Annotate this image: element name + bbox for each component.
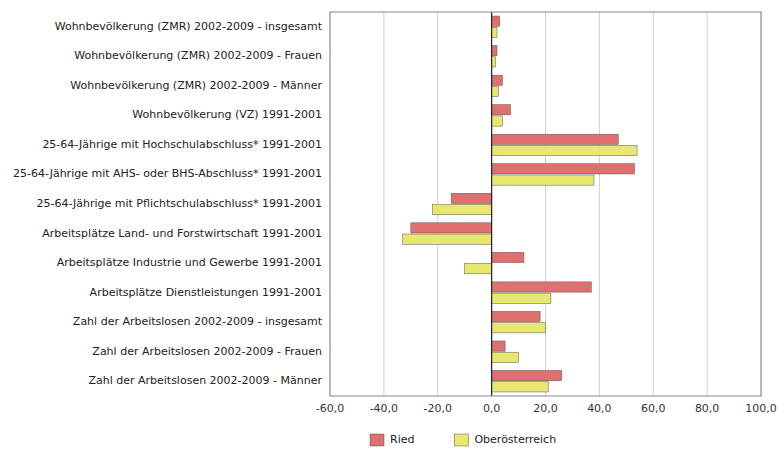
category-label: Wohnbevölkerung (ZMR) 2002-2009 - insges…: [55, 20, 323, 33]
bar: [492, 134, 619, 144]
plot-background: [330, 12, 761, 396]
bar: [403, 234, 492, 244]
bar: [492, 323, 546, 333]
tick-label: 20,0: [533, 402, 558, 415]
category-label: Zahl der Arbeitslosen 2002-2009 - Männer: [88, 374, 322, 387]
legend-label: Ried: [390, 433, 414, 446]
tick-label: -20,0: [424, 402, 452, 415]
tick-label: 80,0: [695, 402, 720, 415]
bars: [403, 16, 637, 392]
bar: [492, 164, 635, 174]
legend-swatch: [370, 434, 384, 446]
grid-line: [491, 12, 492, 396]
tick-label: -60,0: [316, 402, 344, 415]
bar: [492, 252, 524, 262]
legend-swatch: [454, 434, 468, 446]
bar: [451, 193, 491, 203]
tick-label: 0,0: [483, 402, 501, 415]
grid-line: [707, 12, 708, 396]
x-axis: -60,0 -40,0 -20,0 0,0 20,0 40,0 60,0 80,0 100,0: [316, 402, 777, 415]
bar: [492, 27, 497, 37]
bar: [492, 116, 503, 126]
bar: [492, 371, 562, 381]
tick-label: 60,0: [641, 402, 666, 415]
bar: [432, 205, 491, 215]
legend-label: Oberösterreich: [474, 433, 556, 446]
category-label: 25-64-Jährige mit AHS- oder BHS-Abschlus…: [13, 167, 322, 180]
bar: [492, 352, 519, 362]
tick-label: -40,0: [370, 402, 398, 415]
bar: [492, 145, 637, 155]
bar: [465, 264, 492, 274]
bar: [492, 86, 499, 96]
grid-line: [653, 12, 654, 396]
grid-line: [599, 12, 600, 396]
bar: [492, 57, 496, 67]
bar: [492, 175, 594, 185]
chart: -60,0 -40,0 -20,0 0,0 20,0 40,0 60,0 80,0 100,0 W…: [0, 0, 777, 458]
category-label: Arbeitsplätze Industrie und Gewerbe 1991…: [57, 256, 322, 269]
category-label: Arbeitsplätze Dienstleistungen 1991-2001: [90, 286, 322, 299]
bar: [492, 382, 549, 392]
tick-label: 100,0: [745, 402, 777, 415]
bar: [492, 293, 551, 303]
grid-line: [383, 12, 384, 396]
bar: [492, 105, 511, 115]
category-label: Wohnbevölkerung (ZMR) 2002-2009 - Frauen: [74, 49, 322, 62]
grid-line: [437, 12, 438, 396]
plot-frame: [330, 12, 761, 396]
category-label: Zahl der Arbeitslosen 2002-2009 - insges…: [73, 315, 323, 328]
bar: [492, 341, 505, 351]
grid: [330, 12, 761, 396]
bar: [411, 223, 492, 233]
tick-label: 40,0: [587, 402, 612, 415]
category-label: Wohnbevölkerung (ZMR) 2002-2009 - Männer: [70, 79, 322, 92]
category-label: Zahl der Arbeitslosen 2002-2009 - Frauen: [92, 345, 322, 358]
baseline: [491, 12, 492, 396]
bar: [492, 46, 497, 56]
category-label: 25-64-Jährige mit Hochschulabschluss* 19…: [42, 138, 322, 151]
category-label: Wohnbevölkerung (VZ) 1991-2001: [132, 108, 322, 121]
category-label: Arbeitsplätze Land- und Forstwirtschaft …: [42, 227, 322, 240]
legend: Ried Oberösterreich: [370, 433, 556, 446]
grid-line: [545, 12, 546, 396]
category-label: 25-64-Jährige mit Pflichtschulabschluss*…: [36, 197, 322, 210]
bar: [492, 16, 500, 26]
bar: [492, 282, 592, 292]
bar: [492, 311, 540, 321]
bar: [492, 75, 503, 85]
y-axis: Wohnbevölkerung (ZMR) 2002-2009 - insges…: [13, 20, 323, 387]
